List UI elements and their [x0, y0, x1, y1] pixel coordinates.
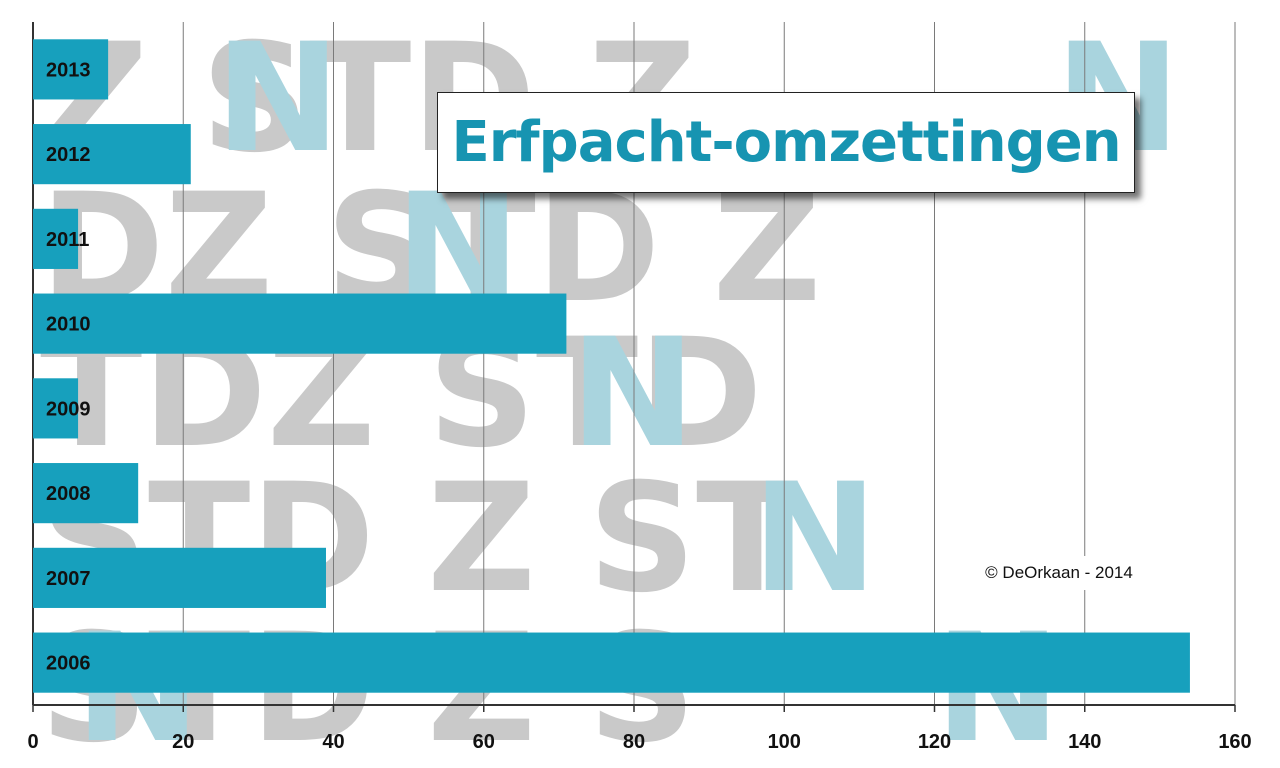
title-box: Erfpacht-omzettingen [437, 92, 1135, 193]
bar-2007 [33, 547, 326, 608]
x-tick-label: 60 [473, 731, 495, 753]
x-tick-label: 0 [27, 731, 38, 753]
bar-2013 [33, 39, 109, 100]
bar-2012 [33, 124, 191, 185]
x-tick-label: 140 [1068, 731, 1101, 753]
bar-2006 [33, 632, 1190, 693]
category-label-2006: 2006 [46, 653, 91, 675]
bars [33, 39, 1190, 693]
watermark-n-1: N [215, 12, 341, 186]
category-label-2012: 2012 [46, 144, 91, 166]
bar-2010 [33, 293, 567, 354]
category-label-2010: 2010 [46, 314, 91, 336]
watermark-n-5: N [752, 452, 878, 626]
watermark-n-4: N [570, 307, 696, 481]
bar-2011 [33, 208, 79, 269]
category-label-2009: 2009 [46, 398, 91, 420]
bar-2008 [33, 463, 139, 524]
x-tick-label: 80 [623, 731, 645, 753]
category-label-2007: 2007 [46, 568, 91, 590]
bar-2009 [33, 378, 79, 439]
chart-title: Erfpacht-omzettingen [451, 110, 1121, 175]
category-label-2008: 2008 [46, 483, 91, 505]
x-tick-label: 20 [172, 731, 194, 753]
x-axis: 0 20 40 60 80 100 120 140 160 [27, 704, 1252, 753]
category-label-2013: 2013 [46, 59, 91, 81]
x-tick-label: 160 [1218, 731, 1251, 753]
x-tick-label: 100 [768, 731, 801, 753]
x-tick-label: 120 [918, 731, 951, 753]
x-tick-label: 40 [322, 731, 344, 753]
category-label-2011: 2011 [46, 229, 89, 251]
bar-labels: 2013 2012 2011 2010 2009 2008 2007 2006 [46, 59, 91, 674]
copyright-label: © DeOrkaan - 2014 [963, 556, 1155, 590]
